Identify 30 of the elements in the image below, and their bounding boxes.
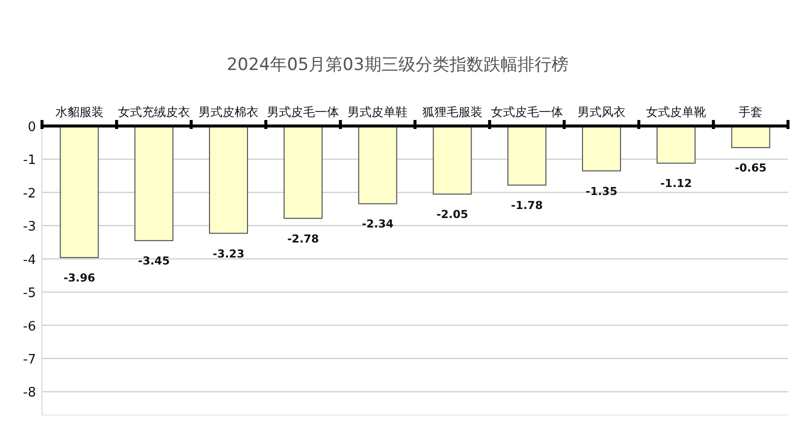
data-label: -1.12	[660, 177, 692, 190]
data-label: -3.45	[138, 254, 170, 268]
y-tick-label: -3	[23, 220, 36, 235]
x-tick-label: 男式皮单鞋	[348, 105, 408, 119]
x-tick-label: 男式风衣	[578, 105, 626, 119]
y-tick-label: -8	[23, 386, 36, 401]
x-tick-label: 女式皮毛一体	[490, 105, 563, 119]
data-label: -2.78	[287, 232, 319, 246]
x-tick-label: 水貂服装	[55, 105, 104, 119]
x-tick-label: 女式充绒皮衣	[118, 105, 190, 119]
data-label: -1.78	[511, 199, 543, 212]
y-tick-label: -4	[23, 252, 36, 268]
y-tick-label: -2	[23, 186, 36, 202]
x-tick-label: 狐狸毛服装	[422, 105, 482, 119]
x-tick-label: 男式皮毛一体	[267, 105, 340, 119]
data-label: -3.96	[63, 272, 96, 285]
data-label: -1.35	[586, 184, 618, 198]
x-tick-label: 手套	[738, 105, 763, 119]
y-tick-label: -1	[23, 153, 36, 168]
x-tick-label: 男式皮棉衣	[198, 105, 258, 119]
data-label: -2.05	[436, 208, 468, 222]
data-label: -3.23	[212, 247, 244, 260]
chart-title: 2024年05月第03期三级分类指数跌幅排行榜	[226, 55, 568, 75]
y-tick-label: -6	[23, 319, 36, 334]
y-tick-label: 0	[28, 120, 36, 135]
data-label: -2.34	[362, 218, 394, 231]
x-tick-label: 女式皮单靴	[646, 105, 706, 119]
data-label: -0.65	[734, 162, 767, 175]
y-tick-label: -5	[23, 286, 36, 302]
y-tick-label: -7	[23, 352, 36, 368]
